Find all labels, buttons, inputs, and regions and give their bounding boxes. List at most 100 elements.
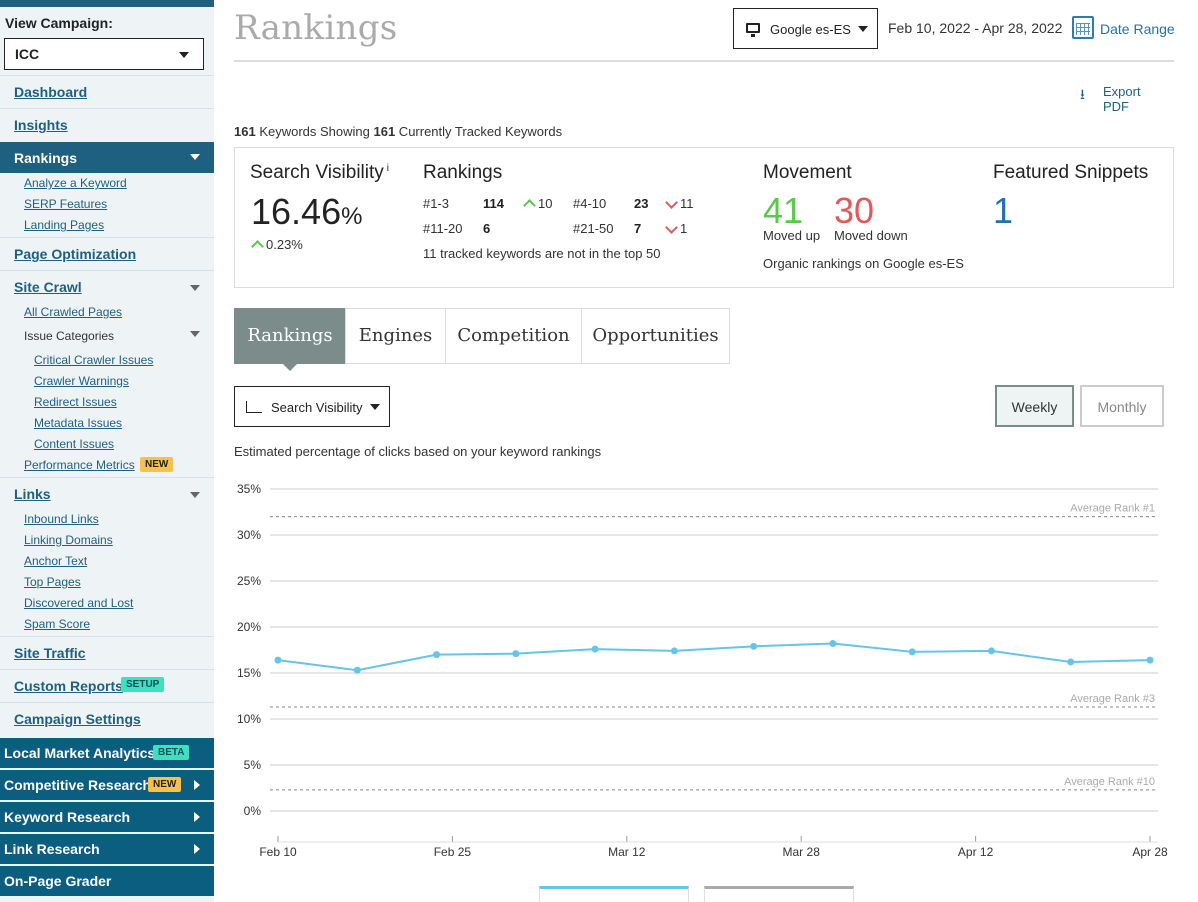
y-tick-label: 5%: [244, 758, 262, 772]
arrow-down-icon: [665, 221, 678, 234]
data-point: [987, 647, 995, 655]
y-tick-label: 30%: [237, 528, 261, 542]
rank-1-3-change: 10: [523, 196, 552, 212]
x-tick-label: Feb 10: [259, 845, 297, 859]
tab-engines-label: Engines: [358, 325, 433, 346]
top-pages-link[interactable]: Top Pages: [24, 575, 81, 589]
date-range-button[interactable]: Date Range: [1072, 16, 1182, 42]
sidebar-item-insights[interactable]: Insights: [0, 108, 214, 141]
site-traffic-link[interactable]: Site Traffic: [14, 645, 86, 661]
performance-metrics-link[interactable]: Performance Metrics: [24, 458, 135, 472]
tab-rankings[interactable]: Rankings: [234, 308, 346, 371]
search-visibility-number: 16.46: [251, 191, 342, 232]
export-pdf-label: Export PDF: [1103, 84, 1141, 114]
legend-tab-you[interactable]: [539, 886, 689, 902]
search-engine-select[interactable]: Google es-ES: [733, 8, 878, 49]
arrow-down-icon: [665, 196, 678, 209]
campaign-select-value: ICC: [15, 46, 40, 62]
info-icon[interactable]: i: [386, 162, 389, 174]
header-divider: [234, 60, 1174, 62]
insights-link[interactable]: Insights: [14, 117, 68, 133]
keywords-showing-text: Keywords Showing: [255, 124, 374, 139]
calendar-icon: [1072, 16, 1094, 39]
sidebar-item-links[interactable]: Links: [0, 477, 214, 510]
sidebar-item-competitive-research[interactable]: Competitive Research NEW: [0, 770, 214, 800]
sidebar-item-dashboard[interactable]: Dashboard: [0, 75, 214, 108]
serp-features-link[interactable]: SERP Features: [24, 197, 108, 211]
search-visibility-title: Search Visibility i: [250, 162, 389, 184]
moved-up-count: 41: [763, 190, 804, 231]
landing-pages-link[interactable]: Landing Pages: [24, 218, 105, 232]
anchor-text-link[interactable]: Anchor Text: [24, 554, 88, 568]
critical-crawler-issues-link[interactable]: Critical Crawler Issues: [34, 353, 154, 367]
sidebar-item-site-traffic[interactable]: Site Traffic: [0, 636, 214, 669]
crawler-warnings-link[interactable]: Crawler Warnings: [34, 374, 129, 388]
content-issues-link[interactable]: Content Issues: [34, 437, 115, 451]
sidebar-item-local-market-analytics[interactable]: Local Market Analytics BETA: [0, 738, 214, 768]
moved-down-count: 30: [834, 190, 875, 231]
discovered-and-lost-link[interactable]: Discovered and Lost: [24, 596, 134, 610]
data-point: [353, 666, 361, 674]
y-tick-label: 15%: [237, 666, 261, 680]
weekly-button[interactable]: Weekly: [995, 385, 1074, 427]
data-point: [829, 640, 837, 648]
on-page-grader-label: On-Page Grader: [4, 873, 112, 889]
rank-11-20-value: 6: [483, 221, 491, 236]
caret-down-icon: [190, 154, 200, 160]
issue-categories-label[interactable]: Issue Categories: [24, 329, 115, 343]
new-badge: NEW: [140, 457, 174, 472]
site-crawl-link[interactable]: Site Crawl: [14, 279, 82, 295]
monthly-button[interactable]: Monthly: [1080, 385, 1164, 427]
tab-rankings-label: Rankings: [247, 325, 333, 346]
page-optimization-link[interactable]: Page Optimization: [14, 246, 137, 262]
campaign-select[interactable]: ICC: [4, 38, 204, 70]
links-link[interactable]: Links: [14, 486, 51, 502]
chevron-right-icon: [194, 812, 200, 822]
tab-competition[interactable]: Competition: [445, 308, 582, 364]
download-icon: ⭳: [1080, 86, 1085, 102]
caret-down-icon[interactable]: [190, 331, 200, 337]
campaign-settings-link[interactable]: Campaign Settings: [14, 711, 141, 727]
linking-domains-link[interactable]: Linking Domains: [24, 533, 113, 547]
tab-engines[interactable]: Engines: [345, 308, 446, 364]
sidebar-item-site-crawl[interactable]: Site Crawl: [0, 270, 214, 303]
legend-tab-algorithm-updates[interactable]: [704, 886, 854, 902]
keyword-research-label: Keyword Research: [4, 809, 131, 825]
rank-21-50-label: #21-50: [573, 221, 614, 236]
all-crawled-pages-link[interactable]: All Crawled Pages: [24, 305, 123, 319]
sidebar-item-on-page-grader[interactable]: On-Page Grader: [0, 866, 214, 896]
inbound-links-link[interactable]: Inbound Links: [24, 512, 99, 526]
rank-1-3-value: 114: [483, 196, 504, 211]
sidebar-item-rankings[interactable]: Rankings: [0, 142, 214, 173]
sidebar-item-link-research[interactable]: Link Research: [0, 834, 214, 864]
sidebar-item-page-optimization[interactable]: Page Optimization: [0, 237, 214, 270]
metadata-issues-link[interactable]: Metadata Issues: [34, 416, 123, 430]
rank-4-10-change: 11: [665, 196, 694, 211]
analyze-keyword-link[interactable]: Analyze a Keyword: [24, 176, 127, 190]
sidebar-item-campaign-settings[interactable]: Campaign Settings: [0, 702, 214, 735]
tab-opportunities[interactable]: Opportunities: [581, 308, 730, 364]
sidebar-item-keyword-research[interactable]: Keyword Research: [0, 802, 214, 832]
metric-select[interactable]: Search Visibility: [234, 386, 390, 427]
moved-down-label: Moved down: [834, 228, 908, 243]
caret-down-icon[interactable]: [190, 492, 200, 498]
sidebar: View Campaign: ICC Dashboard Insights Ra…: [0, 0, 214, 902]
y-tick-label: 25%: [237, 574, 261, 588]
metric-select-value: Search Visibility: [271, 400, 363, 415]
spam-score-link[interactable]: Spam Score: [24, 617, 91, 631]
data-point: [591, 645, 599, 653]
monitor-icon: [746, 23, 760, 37]
dashboard-link[interactable]: Dashboard: [14, 84, 88, 100]
export-pdf-button[interactable]: ⭳ Export PDF: [1078, 84, 1170, 114]
data-point: [908, 648, 916, 656]
custom-reports-link[interactable]: Custom Reports: [14, 678, 123, 694]
active-tab-pointer: [282, 363, 298, 371]
sidebar-top-bar: [0, 0, 214, 7]
caret-down-icon[interactable]: [190, 285, 200, 291]
chevron-right-icon: [194, 844, 200, 854]
rankings-link: Rankings: [14, 150, 78, 166]
redirect-issues-link[interactable]: Redirect Issues: [34, 395, 117, 409]
sidebar-item-custom-reports[interactable]: Custom Reports SETUP: [0, 669, 214, 702]
x-tick-label: Mar 12: [608, 845, 646, 859]
keywords-tracked-count: 161: [373, 124, 396, 139]
